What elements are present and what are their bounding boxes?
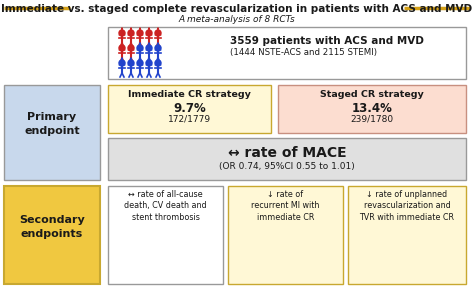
Bar [278,85,466,133]
Text: Immediate vs. staged complete revascularization in patients with ACS and MVD: Immediate vs. staged complete revascular… [1,4,473,14]
Bar [4,85,100,180]
Circle shape [146,30,152,36]
Bar [108,186,223,284]
Circle shape [137,60,143,66]
Circle shape [146,60,152,66]
Bar [4,186,100,284]
Text: ↓ rate of
recurrent MI with
immediate CR: ↓ rate of recurrent MI with immediate CR [251,190,319,222]
Circle shape [119,30,125,36]
Circle shape [137,30,143,36]
Text: ↔ rate of MACE: ↔ rate of MACE [228,146,346,160]
Text: 3559 patients with ACS and MVD: 3559 patients with ACS and MVD [230,36,424,46]
Circle shape [155,60,161,66]
Circle shape [155,45,161,51]
Bar [108,27,466,79]
Text: (OR 0.74, 95%CI 0.55 to 1.01): (OR 0.74, 95%CI 0.55 to 1.01) [219,162,355,171]
Text: 9.7%: 9.7% [173,102,206,115]
Text: Secondary
endpoints: Secondary endpoints [19,215,85,239]
Bar [108,85,271,133]
Text: 172/1779: 172/1779 [168,115,211,124]
Bar [348,186,466,284]
Text: A meta-analysis of 8 RCTs: A meta-analysis of 8 RCTs [179,15,295,24]
Bar [108,138,466,180]
Circle shape [119,45,125,51]
Bar [228,186,343,284]
Circle shape [146,45,152,51]
Text: Primary
endpoint: Primary endpoint [24,113,80,137]
Text: (1444 NSTE-ACS and 2115 STEMI): (1444 NSTE-ACS and 2115 STEMI) [230,48,377,57]
Text: 13.4%: 13.4% [352,102,392,115]
Circle shape [137,45,143,51]
Text: Staged CR strategy: Staged CR strategy [320,90,424,99]
Circle shape [128,60,134,66]
Circle shape [128,45,134,51]
Text: Immediate CR strategy: Immediate CR strategy [128,90,251,99]
Text: ↓ rate of unplanned
revascularization and
TVR with immediate CR: ↓ rate of unplanned revascularization an… [359,190,455,222]
Circle shape [155,30,161,36]
Circle shape [119,60,125,66]
Text: 239/1780: 239/1780 [350,115,393,124]
Text: ↔ rate of all-cause
death, CV death and
stent thrombosis: ↔ rate of all-cause death, CV death and … [124,190,207,222]
Circle shape [128,30,134,36]
